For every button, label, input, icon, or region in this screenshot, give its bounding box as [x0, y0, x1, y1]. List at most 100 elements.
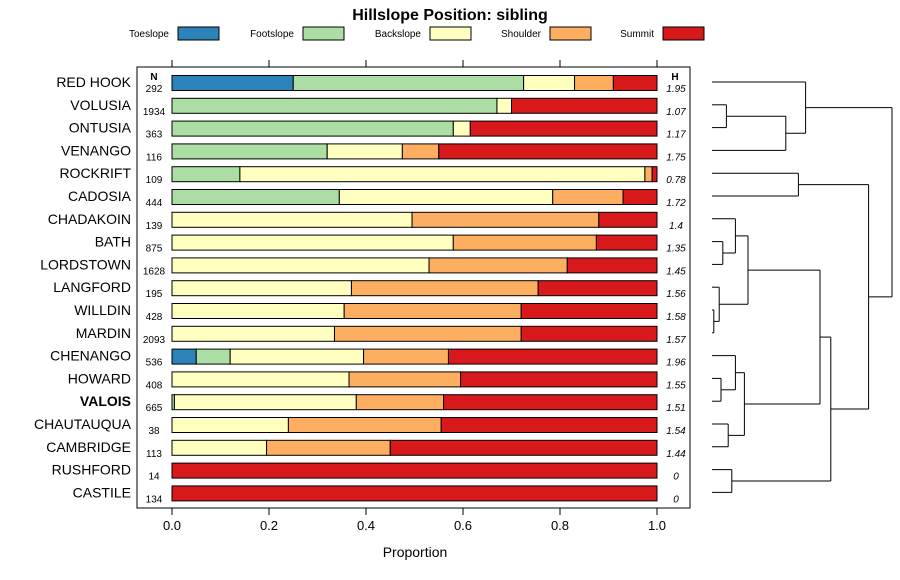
series-label-volusia: VOLUSIA	[70, 97, 131, 113]
n-value-rushford: 14	[148, 472, 160, 483]
series-label-red-hook: RED HOOK	[56, 74, 131, 90]
legend-label-shoulder: Shoulder	[501, 29, 542, 40]
bar-segment-cadosia-footslope	[171, 189, 340, 205]
bar-segment-ontusia-backslope	[452, 120, 471, 137]
x-axis-label: Proportion	[383, 544, 448, 560]
bar-segment-bath-backslope	[171, 234, 454, 251]
series-label-chautauqua: CHAUTAUQUA	[34, 416, 132, 432]
bar-segment-howard-summit	[460, 371, 658, 388]
h-column-header: H	[671, 72, 678, 83]
bar-segment-venango-shoulder	[401, 143, 440, 160]
legend-label-footslope: Footslope	[250, 29, 294, 40]
n-value-howard: 408	[146, 380, 163, 391]
h-value-castile: 0	[673, 494, 679, 505]
bar-segment-cambridge-shoulder	[266, 439, 391, 456]
bar-segment-bath-shoulder	[452, 234, 597, 251]
bar-segment-ontusia-summit	[469, 120, 658, 137]
plot-frame	[136, 66, 691, 509]
h-value-valois: 1.51	[666, 403, 685, 414]
bar-segment-rockrift-shoulder	[644, 166, 653, 183]
bar-segment-bath-summit	[595, 234, 658, 251]
series-label-howard: HOWARD	[68, 370, 131, 386]
bar-segment-willdin-shoulder	[343, 303, 522, 319]
bar-segment-chautauqua-backslope	[171, 417, 289, 433]
legend-swatch-shoulder	[549, 26, 592, 41]
h-value-rushford: 0	[673, 472, 679, 483]
bar-rows: RED HOOK 292 1.95 VOLUSIA 1934 1.07 ONTUSIA 363…	[34, 74, 686, 505]
bar-segment-rockrift-footslope	[171, 166, 241, 183]
h-value-howard: 1.55	[666, 380, 686, 391]
bar-segment-cadosia-shoulder	[552, 189, 624, 205]
h-value-chautauqua: 1.54	[666, 426, 686, 437]
legend-label-summit: Summit	[620, 29, 654, 40]
series-label-cambridge: CAMBRIDGE	[46, 439, 131, 455]
n-value-rockrift: 109	[146, 175, 163, 186]
h-value-langford: 1.56	[666, 289, 686, 300]
dendrogram	[712, 81, 893, 493]
series-label-mardin: MARDIN	[76, 325, 131, 341]
bar-segment-valois-summit	[443, 394, 658, 411]
bar-segment-chenango-toeslope	[171, 348, 197, 365]
bar-segment-chenango-footslope	[195, 348, 231, 365]
bar-segment-castile-summit	[171, 485, 658, 502]
bar-segment-volusia-backslope	[496, 97, 513, 114]
h-value-ontusia: 1.17	[666, 130, 686, 141]
series-label-ontusia: ONTUSIA	[69, 120, 132, 136]
bar-segment-lordstown-shoulder	[428, 257, 568, 274]
bar-segment-langford-shoulder	[350, 280, 539, 297]
bar-segment-willdin-backslope	[171, 303, 345, 319]
n-value-red-hook: 292	[146, 84, 163, 95]
h-value-lordstown: 1.45	[666, 266, 686, 277]
series-label-chenango: CHENANGO	[50, 348, 131, 364]
bar-segment-chadakoin-backslope	[171, 211, 413, 228]
bar-segment-langford-backslope	[171, 280, 352, 297]
bar-segment-red-hook-summit	[612, 75, 658, 91]
h-value-volusia: 1.07	[666, 107, 686, 118]
n-value-ontusia: 363	[146, 130, 163, 141]
h-value-rockrift: 0.78	[666, 175, 686, 186]
bar-segment-rushford-summit	[171, 462, 658, 479]
bar-segment-chenango-summit	[447, 348, 658, 365]
bar-segment-mardin-summit	[520, 325, 658, 342]
series-label-rockrift: ROCKRIFT	[59, 165, 131, 181]
n-value-chautauqua: 38	[148, 426, 160, 437]
bar-segment-chautauqua-summit	[440, 417, 658, 433]
series-label-valois: VALOIS	[80, 393, 131, 409]
legend: Toeslope Footslope Backslope Shoulder Summit	[129, 26, 705, 41]
series-label-rushford: RUSHFORD	[52, 462, 131, 478]
bar-segment-howard-backslope	[171, 371, 350, 388]
bar-segment-chadakoin-summit	[598, 211, 658, 228]
n-value-lordstown: 1628	[143, 266, 166, 277]
bar-segment-volusia-summit	[511, 97, 658, 114]
h-value-cambridge: 1.44	[666, 449, 686, 460]
bar-segment-valois-shoulder	[355, 394, 445, 411]
bar-segment-cambridge-backslope	[171, 439, 268, 456]
bar-segment-venango-footslope	[171, 143, 328, 160]
bar-segment-chautauqua-shoulder	[287, 417, 442, 433]
h-value-bath: 1.35	[666, 244, 686, 255]
bar-segment-chenango-backslope	[229, 348, 365, 365]
x-tick-label-0-8: 0.8	[551, 518, 569, 533]
h-value-red-hook: 1.95	[666, 84, 686, 95]
n-value-volusia: 1934	[143, 107, 166, 118]
legend-swatch-toeslope	[177, 26, 220, 41]
n-value-mardin: 2093	[143, 335, 166, 346]
n-column-header: N	[150, 72, 157, 83]
h-value-chadakoin: 1.4	[669, 221, 683, 232]
bar-segment-cambridge-summit	[389, 439, 658, 456]
bar-segment-rockrift-backslope	[239, 166, 646, 183]
bar-segment-howard-shoulder	[348, 371, 462, 388]
legend-label-backslope: Backslope	[375, 29, 422, 40]
h-value-chenango: 1.96	[666, 358, 686, 369]
h-value-venango: 1.75	[666, 152, 686, 163]
n-value-chenango: 536	[146, 358, 163, 369]
series-label-venango: VENANGO	[61, 142, 131, 158]
legend-swatch-footslope	[302, 26, 345, 41]
bar-segment-willdin-summit	[520, 303, 658, 319]
h-value-mardin: 1.57	[666, 335, 686, 346]
series-label-chadakoin: CHADAKOIN	[48, 211, 131, 227]
bar-segment-red-hook-footslope	[292, 75, 525, 91]
n-value-bath: 875	[146, 244, 163, 255]
bar-segment-mardin-backslope	[171, 325, 335, 342]
